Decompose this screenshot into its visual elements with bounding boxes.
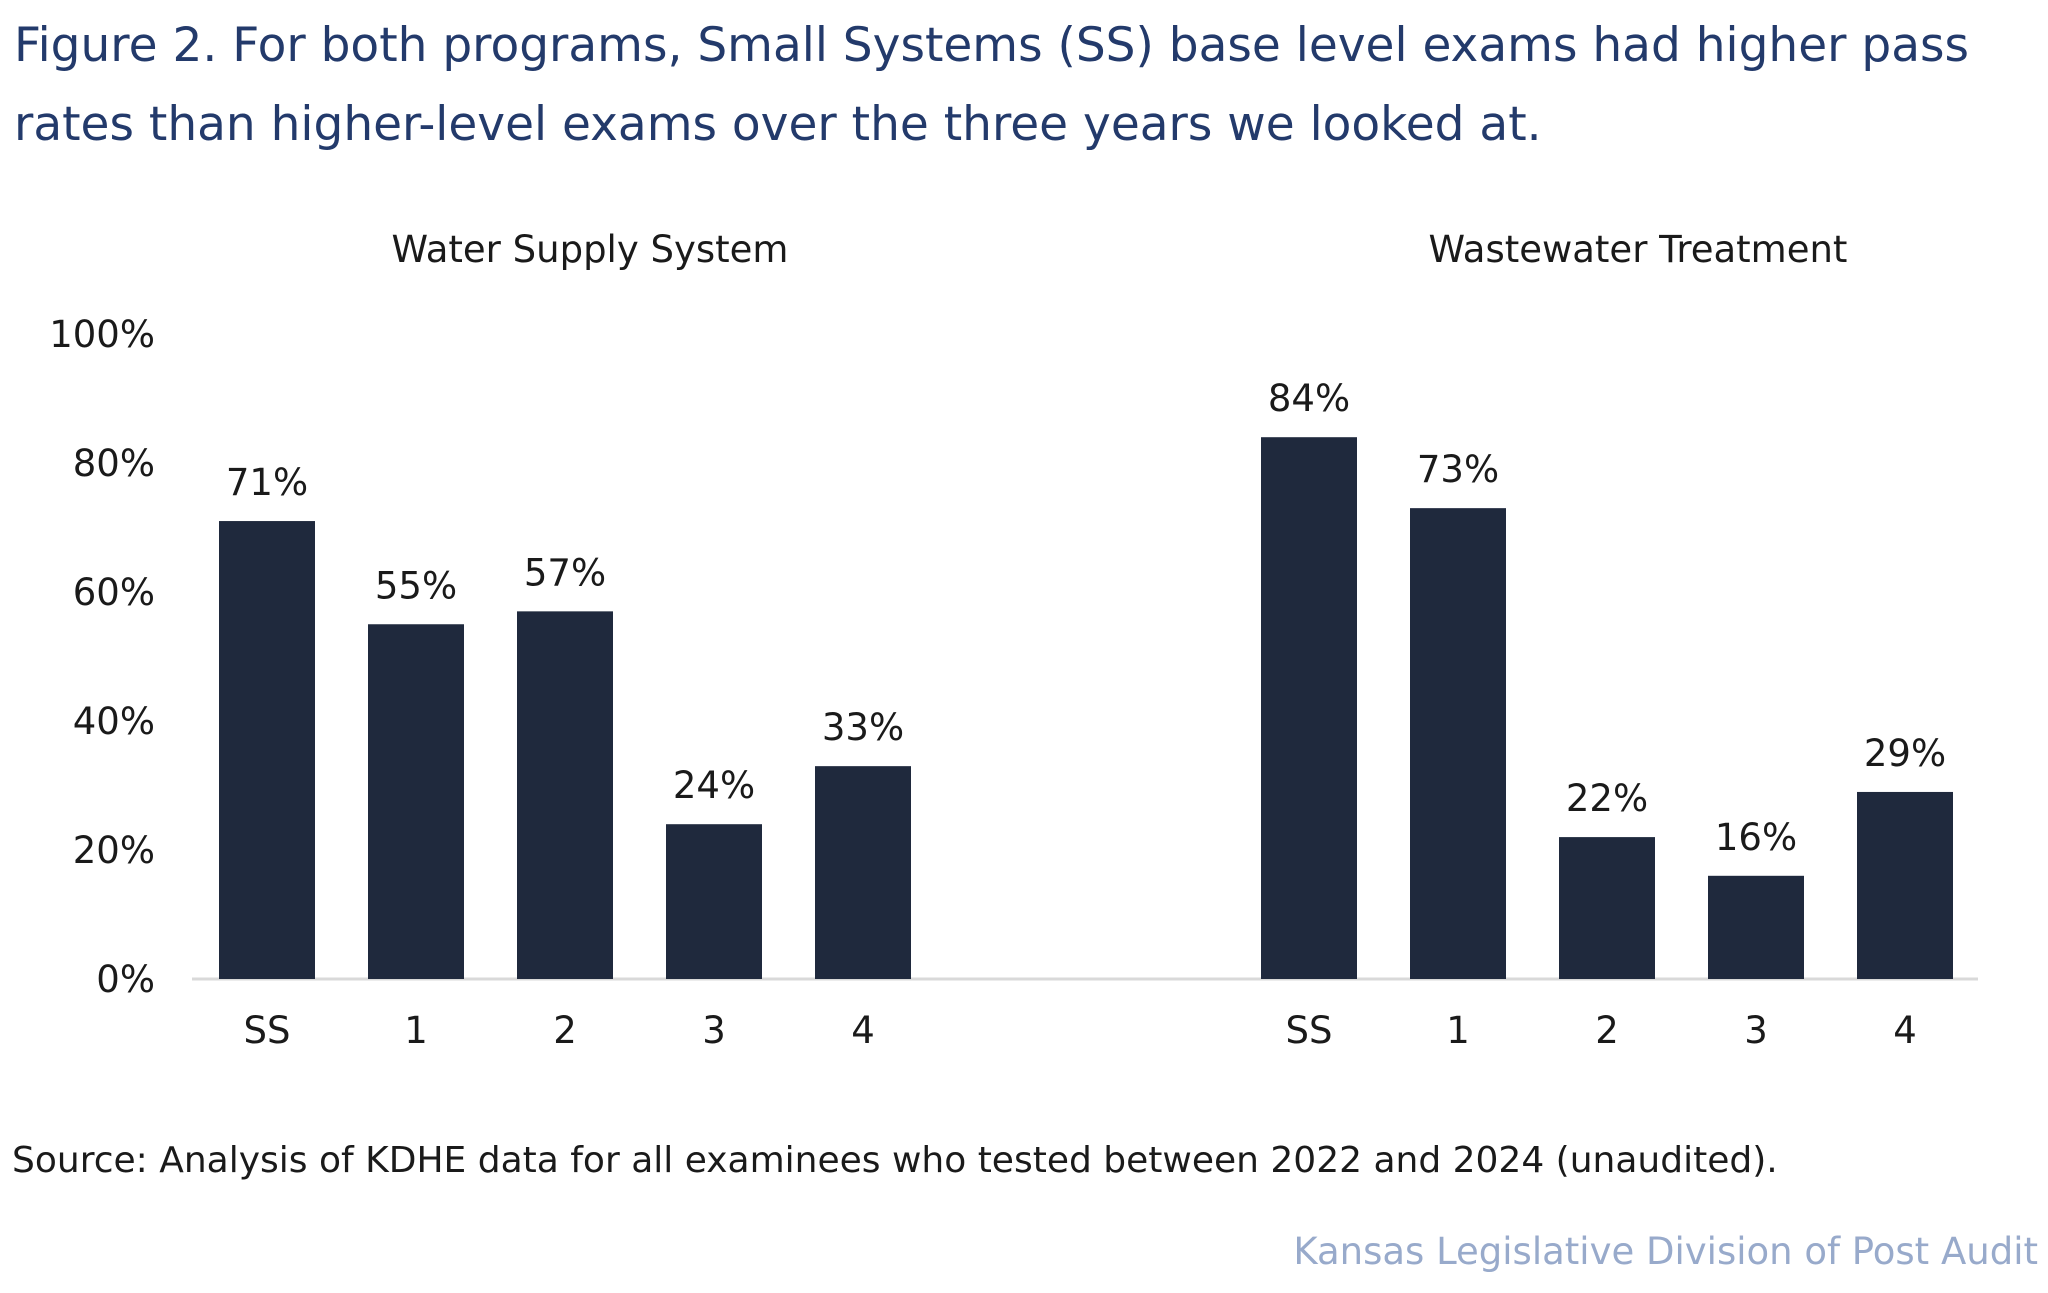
bar xyxy=(368,624,464,979)
y-tick-label: 20% xyxy=(73,829,155,872)
bar xyxy=(815,766,911,979)
bar-value-label: 55% xyxy=(375,564,457,607)
x-tick-label: 3 xyxy=(702,1009,726,1052)
x-tick-label: 1 xyxy=(1446,1009,1470,1052)
bar-value-label: 73% xyxy=(1417,448,1499,491)
bar-value-label: 22% xyxy=(1566,777,1648,820)
source-note: Source: Analysis of KDHE data for all ex… xyxy=(12,1140,1778,1181)
bar xyxy=(517,611,613,979)
chart-panel: Water Supply System 71% SS 55% 1 57% 2 24% 3 33% 4 xyxy=(192,228,980,1052)
chart-panel: Wastewater Treatment 84% SS 73% 1 22% 2 16% 3 29%… xyxy=(980,228,1978,1052)
y-tick-label: 80% xyxy=(73,442,155,485)
chart-title: Water Supply System xyxy=(392,228,789,271)
bar-value-label: 16% xyxy=(1715,816,1797,859)
bar xyxy=(1559,837,1655,979)
bar xyxy=(219,521,315,979)
x-tick-label: 2 xyxy=(553,1009,577,1052)
x-tick-label: SS xyxy=(244,1009,291,1052)
x-tick-label: 2 xyxy=(1595,1009,1619,1052)
x-tick-label: 4 xyxy=(851,1009,875,1052)
bar xyxy=(1708,875,1804,979)
bar xyxy=(666,824,762,979)
attribution: Kansas Legislative Division of Post Audi… xyxy=(1293,1230,2038,1273)
figure-title: Figure 2. For both programs, Small Syste… xyxy=(14,18,1969,152)
bar-value-label: 84% xyxy=(1268,377,1350,420)
x-tick-label: 4 xyxy=(1893,1009,1917,1052)
bar-value-label: 24% xyxy=(673,764,755,807)
bar xyxy=(1261,437,1357,979)
bar xyxy=(1410,508,1506,979)
bar-value-label: 33% xyxy=(822,706,904,749)
y-tick-label: 100% xyxy=(49,313,155,356)
bar-value-label: 71% xyxy=(226,461,308,504)
bar xyxy=(1857,791,1953,979)
chart-panels: Water Supply System 71% SS 55% 1 57% 2 24% 3 33% 4… xyxy=(192,228,1978,1052)
chart-title: Wastewater Treatment xyxy=(1429,228,1848,271)
y-tick-label: 60% xyxy=(73,571,155,614)
x-tick-label: 1 xyxy=(404,1009,428,1052)
y-tick-label: 0% xyxy=(96,958,155,1001)
bar-value-label: 29% xyxy=(1864,732,1946,775)
y-tick-label: 40% xyxy=(73,700,155,743)
y-axis-ticks: 0% 20% 40% 60% 80% 100% xyxy=(49,313,155,1001)
x-tick-label: SS xyxy=(1286,1009,1333,1052)
x-tick-label: 3 xyxy=(1744,1009,1768,1052)
bar-value-label: 57% xyxy=(524,551,606,594)
